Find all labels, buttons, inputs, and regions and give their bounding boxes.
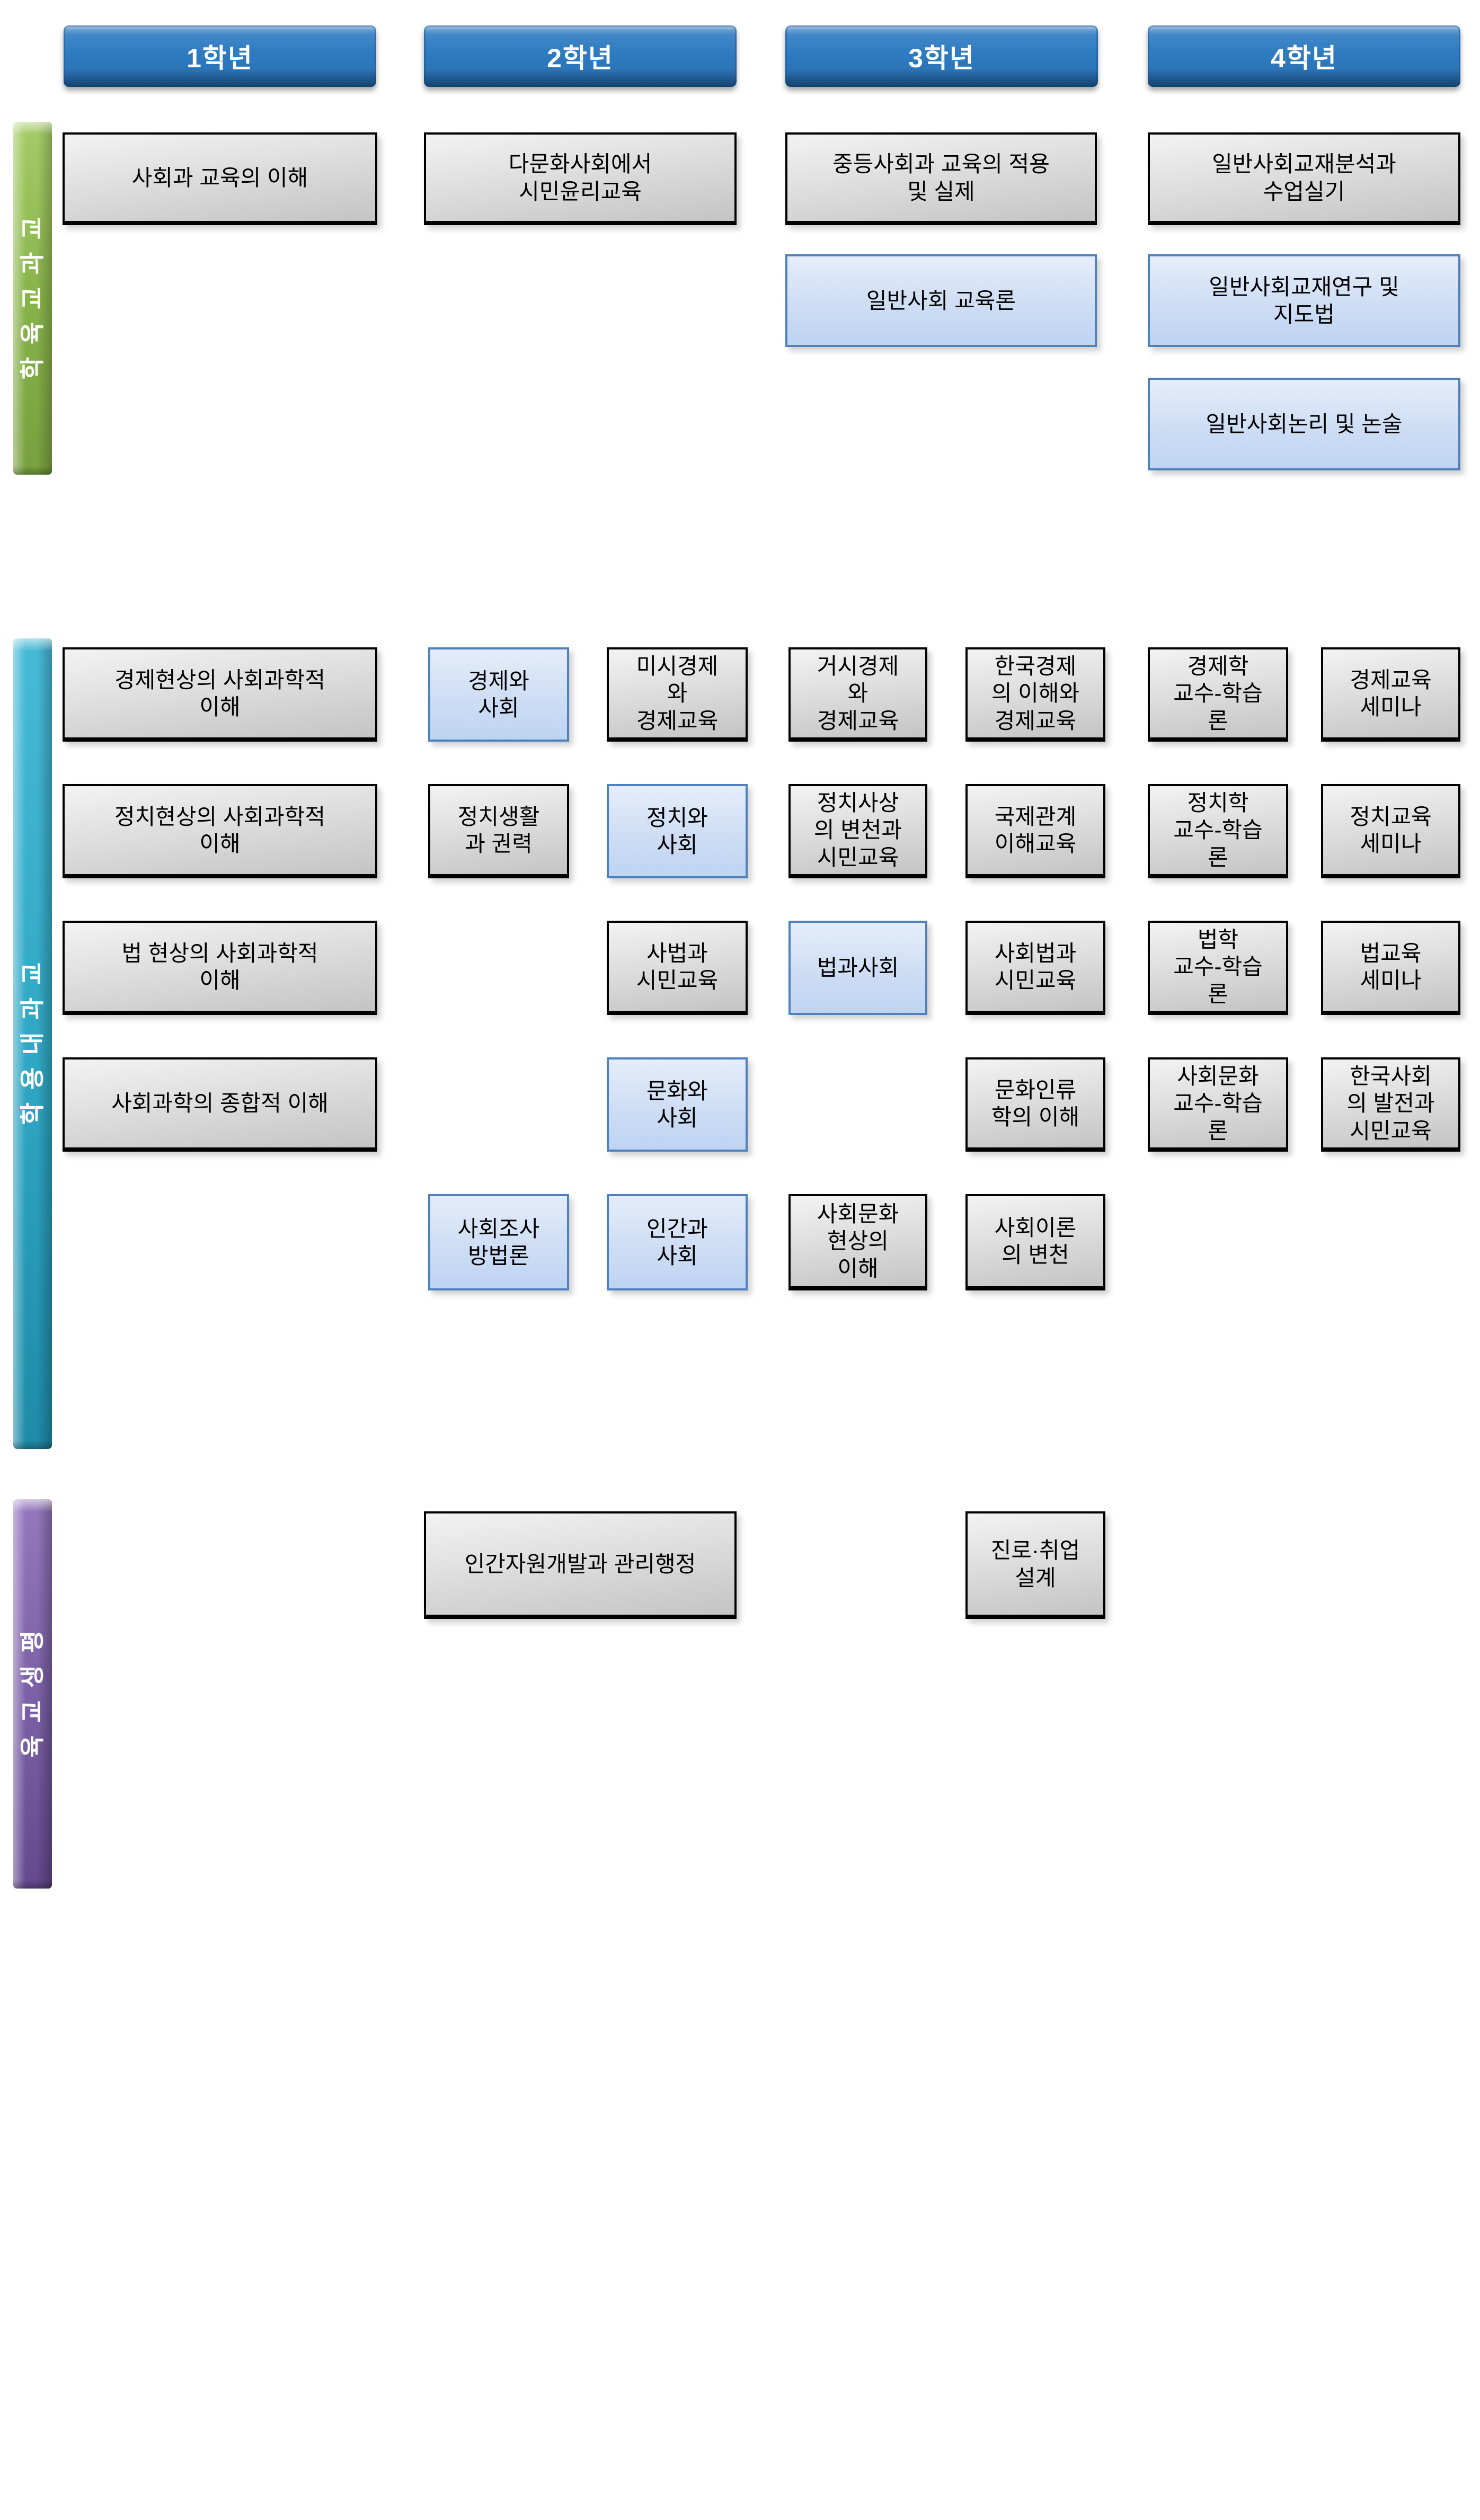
course-box: 정치사상 의 변천과 시민교육 bbox=[788, 784, 927, 878]
course-box: 법 현상의 사회과학적 이해 bbox=[63, 921, 377, 1015]
course-box: 문화인류 학의 이해 bbox=[965, 1057, 1105, 1152]
course-box: 일반사회교재분석과 수업실기 bbox=[1148, 132, 1460, 225]
course-box: 경제교육 세미나 bbox=[1321, 647, 1460, 742]
course-box: 한국사회 의 발전과 시민교육 bbox=[1321, 1057, 1460, 1152]
course-box: 경제와 사회 bbox=[428, 647, 569, 742]
course-box: 정치학 교수-학습 론 bbox=[1148, 784, 1288, 878]
course-box: 일반사회교재연구 및 지도법 bbox=[1148, 254, 1460, 347]
course-box: 법교육 세미나 bbox=[1321, 921, 1460, 1015]
course-box: 사회문화 현상의 이해 bbox=[788, 1194, 927, 1290]
course-box: 일반사회논리 및 논술 bbox=[1148, 378, 1460, 470]
course-box: 거시경제 와 경제교육 bbox=[788, 647, 927, 742]
year-header-1: 1학년 bbox=[64, 25, 376, 87]
course-box: 법과사회 bbox=[788, 921, 927, 1015]
course-box: 인간자원개발과 관리행정 bbox=[424, 1511, 737, 1619]
course-box: 사회법과 시민교육 bbox=[965, 921, 1105, 1015]
year-header-4: 4학년 bbox=[1148, 25, 1460, 87]
course-box: 중등사회과 교육의 적용 및 실제 bbox=[785, 132, 1097, 225]
course-box: 정치현상의 사회과학적 이해 bbox=[63, 784, 377, 878]
course-box: 다문화사회에서 시민윤리교육 bbox=[424, 132, 737, 225]
course-box: 인간과 사회 bbox=[607, 1194, 748, 1290]
course-box: 정치와 사회 bbox=[607, 784, 748, 878]
course-box: 법학 교수-학습 론 bbox=[1148, 921, 1288, 1015]
course-box: 국제관계 이해교육 bbox=[965, 784, 1105, 878]
course-box: 경제현상의 사회과학적 이해 bbox=[63, 647, 377, 742]
course-box: 사회문화 교수-학습 론 bbox=[1148, 1057, 1288, 1152]
course-box: 일반사회 교육론 bbox=[785, 254, 1097, 347]
course-box: 경제학 교수-학습 론 bbox=[1148, 647, 1288, 742]
course-box: 문화와 사회 bbox=[607, 1057, 748, 1152]
course-box: 미시경제 와 경제교육 bbox=[607, 647, 748, 742]
course-box: 사회조사 방법론 bbox=[428, 1194, 569, 1290]
year-header-2: 2학년 bbox=[424, 25, 737, 87]
course-box: 진로·취업 설계 bbox=[965, 1511, 1105, 1619]
course-box: 한국경제 의 이해와 경제교육 bbox=[965, 647, 1105, 742]
course-box: 사회과학의 종합적 이해 bbox=[63, 1057, 377, 1152]
year-header-3: 3학년 bbox=[785, 25, 1098, 87]
course-box: 정치생활 과 권력 bbox=[428, 784, 569, 878]
course-box: 사법과 시민교육 bbox=[607, 921, 748, 1015]
course-box: 사회이론 의 변천 bbox=[965, 1194, 1105, 1290]
course-box: 사회과 교육의 이해 bbox=[63, 132, 377, 225]
course-box: 정치교육 세미나 bbox=[1321, 784, 1460, 878]
